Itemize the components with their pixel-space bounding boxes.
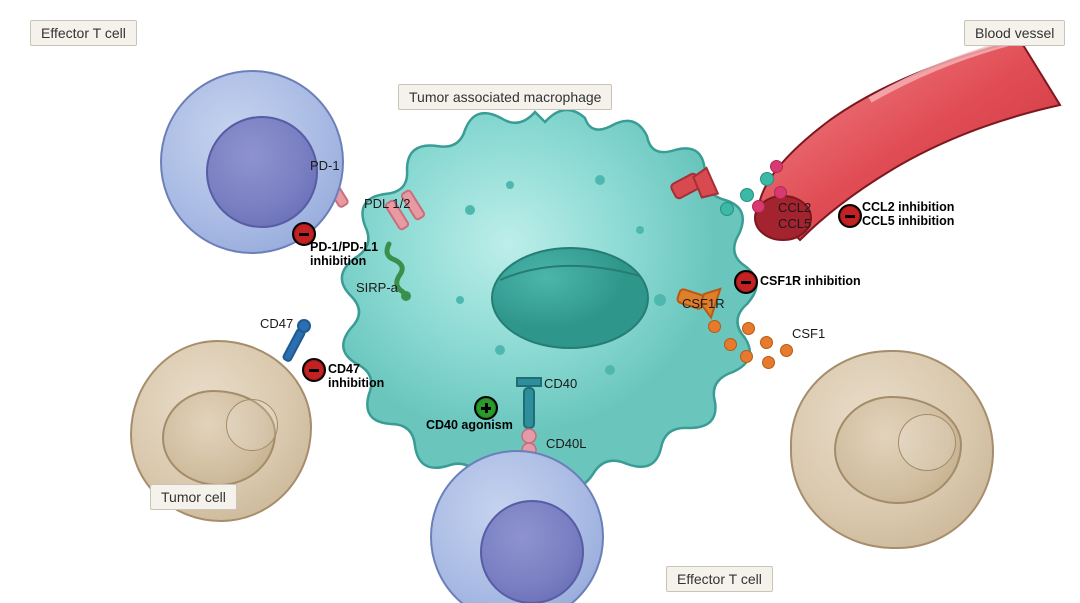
label-pdl12: PDL 1/2: [364, 196, 411, 211]
text-cd40-agon: CD40 agonism: [426, 418, 513, 432]
label-pd1: PD-1: [310, 158, 340, 173]
effector-t-cell-bottom: [430, 450, 604, 603]
text-ccl-inhib: CCL2 inhibition CCL5 inhibition: [862, 200, 954, 229]
label-csf1r: CSF1R: [682, 296, 725, 311]
label-sirpa: SIRP-a: [356, 280, 398, 295]
label-csf1: CSF1: [792, 326, 825, 341]
badge-ccl-inhib: [838, 204, 862, 228]
text-pd1-inhib: PD-1/PD-L1 inhibition: [310, 240, 378, 269]
label-cd40: CD40: [544, 376, 577, 391]
badge-cd47-inhib: [302, 358, 326, 382]
label-ccl5: CCL5: [778, 216, 811, 231]
legend-effector-t-cell-bottom: Effector T cell: [666, 566, 773, 592]
tumor-cell-right: [790, 350, 994, 549]
label-ccl2: CCL2: [778, 200, 811, 215]
legend-effector-t-cell: Effector T cell: [30, 20, 137, 46]
badge-csf1r-inhib: [734, 270, 758, 294]
badge-cd40-agon: [474, 396, 498, 420]
text-cd47-inhib: CD47 inhibition: [328, 362, 384, 391]
legend-blood-vessel: Blood vessel: [964, 20, 1065, 46]
label-cd40l: CD40L: [546, 436, 586, 451]
text-csf1r-inhib: CSF1R inhibition: [760, 274, 861, 288]
label-cd47: CD47: [260, 316, 293, 331]
legend-tam: Tumor associated macrophage: [398, 84, 612, 110]
legend-tumor-cell: Tumor cell: [150, 484, 237, 510]
